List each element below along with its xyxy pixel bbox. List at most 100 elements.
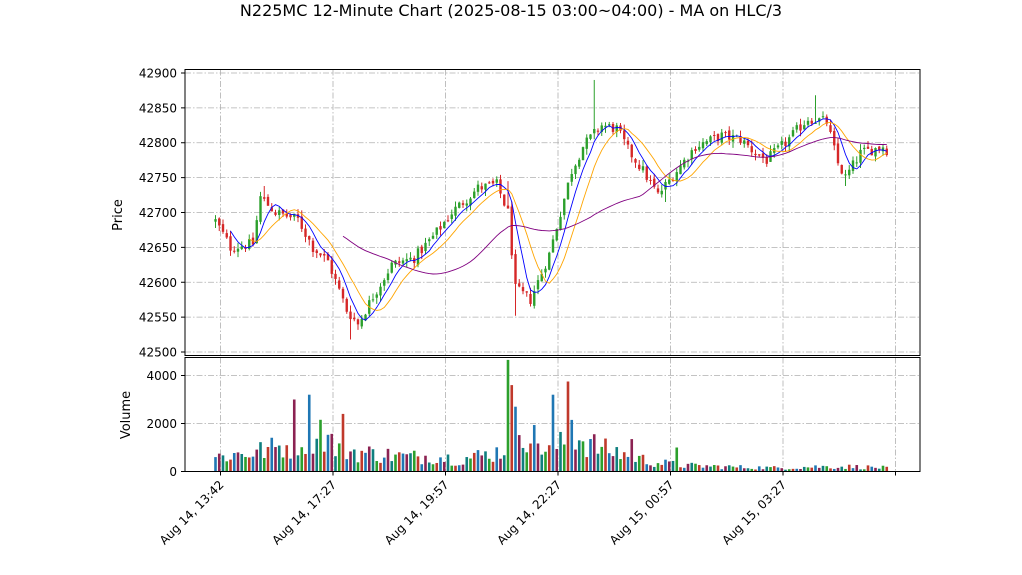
volume-bar xyxy=(637,455,641,472)
volume-bar xyxy=(364,452,367,472)
volume-bar xyxy=(829,468,832,472)
volume-bar xyxy=(420,464,424,472)
candle-body xyxy=(356,319,360,325)
volume-bar xyxy=(446,454,450,472)
volume-bar xyxy=(742,468,746,472)
candle-body xyxy=(863,147,866,149)
volume-bar xyxy=(799,469,802,472)
candle-body xyxy=(874,148,877,157)
candle-body xyxy=(364,314,367,321)
volume-bar xyxy=(472,452,476,472)
candle-body xyxy=(814,122,817,124)
candle-body xyxy=(330,260,333,274)
volume-bar xyxy=(360,450,364,472)
candle-body xyxy=(878,146,881,150)
candle-body xyxy=(401,260,405,264)
volume-bar xyxy=(255,449,259,472)
candle-body xyxy=(585,137,588,149)
candle-body xyxy=(293,213,296,217)
candle-body xyxy=(345,298,348,312)
volume-bar xyxy=(855,465,859,472)
candle-body xyxy=(221,224,225,232)
volume-bar xyxy=(319,419,322,472)
candle-body xyxy=(626,140,630,145)
candle-body xyxy=(480,186,483,190)
candle-body xyxy=(600,125,603,132)
candle-body xyxy=(371,299,375,301)
volume-bar xyxy=(611,456,615,472)
volume-bar xyxy=(874,467,877,472)
candle-body xyxy=(304,228,307,237)
volume-bar xyxy=(660,464,664,472)
volume-bar xyxy=(716,465,720,472)
volume-bar xyxy=(574,449,577,472)
volume-bar xyxy=(705,465,709,472)
candle-body xyxy=(630,144,633,158)
candle-body xyxy=(416,248,420,265)
volume-bar xyxy=(581,441,585,472)
candle-body xyxy=(885,148,888,156)
candle-body xyxy=(334,273,337,279)
volume-bar xyxy=(634,461,637,472)
volume-bar xyxy=(769,467,772,472)
candle-body xyxy=(724,132,727,134)
candle-body xyxy=(398,261,401,263)
volume-bar xyxy=(694,463,697,472)
volume-bar xyxy=(371,449,375,472)
candle-body xyxy=(341,288,345,299)
candle-body xyxy=(476,184,480,192)
volume-bar xyxy=(289,458,292,472)
volume-bar xyxy=(585,457,589,472)
candle-body xyxy=(263,197,266,199)
volume-bar xyxy=(814,465,817,472)
volume-bar xyxy=(757,466,761,472)
volume-bar xyxy=(675,447,679,472)
volume-tick-label: 0 xyxy=(169,465,177,479)
volume-bar xyxy=(604,438,607,472)
volume-bar xyxy=(589,439,592,472)
price-tick-label: 42750 xyxy=(139,171,177,185)
price-grid xyxy=(185,69,920,356)
candle-body xyxy=(716,134,720,142)
volume-bar xyxy=(296,455,300,472)
candle-body xyxy=(851,160,855,171)
volume-bar xyxy=(836,467,840,472)
candle-body xyxy=(488,182,491,184)
volume-bar xyxy=(244,456,247,472)
volume-bar xyxy=(735,467,739,472)
volume-bar xyxy=(765,466,769,472)
volume-bar xyxy=(292,399,296,472)
candle-body xyxy=(608,124,611,126)
candle-body xyxy=(259,196,262,222)
volume-bar xyxy=(881,465,885,472)
candle-body xyxy=(420,246,423,254)
volume-bar xyxy=(544,451,547,472)
volume-bar xyxy=(529,443,532,472)
volume-bar xyxy=(551,394,555,472)
volume-bar xyxy=(784,469,787,472)
volume-bar xyxy=(750,468,754,472)
candle-body xyxy=(821,116,825,118)
volume-bar xyxy=(506,359,510,472)
candle-body xyxy=(491,180,495,184)
volume-bar xyxy=(810,467,814,472)
candle-body xyxy=(409,257,412,260)
volume-bar xyxy=(281,457,285,472)
volume-bar xyxy=(754,469,757,472)
volume-bar xyxy=(825,466,829,472)
candle-body xyxy=(754,153,757,156)
candle-body xyxy=(439,226,442,230)
volume-bar xyxy=(862,469,866,472)
volume-bar xyxy=(709,466,712,472)
volume-bar xyxy=(817,467,821,472)
volume-bar xyxy=(697,465,701,472)
candle-body xyxy=(829,125,832,132)
price-tick-label: 42550 xyxy=(139,311,177,325)
candle-body xyxy=(694,149,697,151)
volume-bar xyxy=(502,455,506,472)
candle-body xyxy=(720,132,723,143)
candle-body xyxy=(728,130,731,140)
candle-body xyxy=(319,253,322,256)
volume-bar xyxy=(394,454,397,472)
candle-body xyxy=(683,159,686,168)
